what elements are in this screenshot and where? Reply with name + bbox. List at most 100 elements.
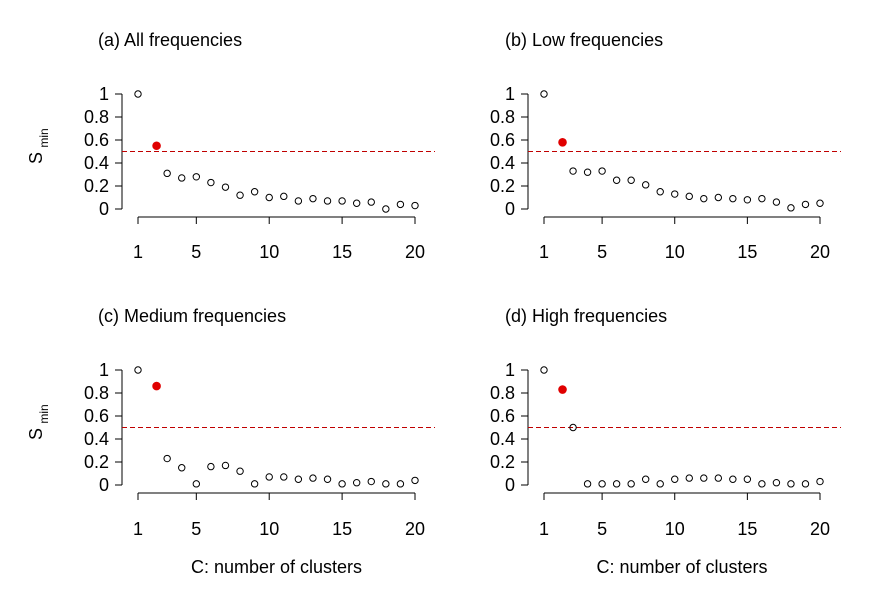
y-tick-label: 0 bbox=[99, 199, 109, 219]
y-axis-label-main: S bbox=[26, 428, 46, 440]
data-point bbox=[280, 192, 288, 201]
data-point bbox=[323, 197, 332, 205]
data-point bbox=[729, 194, 737, 203]
y-tick-label: 0.6 bbox=[84, 130, 109, 150]
data-point bbox=[598, 167, 606, 175]
data-point bbox=[671, 475, 679, 483]
data-point bbox=[280, 473, 288, 481]
data-point bbox=[627, 480, 635, 488]
y-tick-label: 0.4 bbox=[84, 153, 109, 173]
data-point bbox=[743, 196, 752, 204]
data-point bbox=[352, 199, 361, 207]
x-tick-label: 20 bbox=[810, 519, 830, 539]
data-point bbox=[569, 423, 577, 432]
series-points bbox=[540, 366, 824, 488]
x-axis: 1 5 10 15 20 bbox=[539, 216, 830, 262]
y-tick-label: 0.2 bbox=[84, 176, 109, 196]
x-tick-label: 5 bbox=[191, 519, 201, 539]
data-point bbox=[338, 480, 346, 488]
highlight-point bbox=[152, 381, 161, 391]
x-tick-label: 5 bbox=[597, 519, 607, 539]
x-tick-label: 20 bbox=[405, 519, 425, 539]
y-tick-label: 1 bbox=[99, 360, 109, 380]
data-point bbox=[192, 173, 201, 181]
y-axis: 0 0.2 0.4 0.6 0.8 1 bbox=[490, 84, 529, 219]
data-point bbox=[265, 473, 273, 481]
data-point bbox=[163, 454, 171, 463]
data-point bbox=[758, 194, 766, 203]
x-tick-label: 20 bbox=[810, 242, 830, 262]
y-tick-label: 0.8 bbox=[490, 383, 515, 403]
x-tick-label: 15 bbox=[332, 242, 352, 262]
data-point bbox=[641, 181, 650, 189]
data-point bbox=[758, 480, 766, 488]
data-point bbox=[352, 479, 361, 487]
data-point bbox=[221, 183, 230, 191]
data-point bbox=[656, 188, 664, 196]
highlight-point bbox=[558, 138, 567, 147]
data-point bbox=[743, 475, 752, 483]
x-tick-label: 1 bbox=[133, 519, 143, 539]
y-tick-label: 0.4 bbox=[84, 429, 109, 449]
x-tick-label: 5 bbox=[597, 242, 607, 262]
highlight-point bbox=[558, 385, 567, 394]
data-point bbox=[569, 167, 577, 175]
y-tick-label: 0.2 bbox=[84, 452, 109, 472]
data-point bbox=[294, 197, 303, 205]
data-point bbox=[540, 90, 548, 98]
x-tick-label: 15 bbox=[737, 519, 757, 539]
data-point bbox=[396, 200, 405, 209]
data-point bbox=[309, 194, 317, 203]
data-point bbox=[134, 366, 142, 374]
data-point bbox=[700, 194, 708, 203]
series-points bbox=[134, 90, 419, 213]
x-tick-label: 5 bbox=[191, 242, 201, 262]
y-axis-label-sub: min bbox=[37, 128, 51, 147]
data-point bbox=[367, 477, 375, 486]
data-point bbox=[772, 198, 781, 206]
data-point bbox=[612, 176, 621, 184]
data-point bbox=[178, 174, 186, 182]
panel-title: (c) Medium frequencies bbox=[98, 306, 286, 326]
data-point bbox=[700, 474, 708, 482]
x-tick-label: 10 bbox=[665, 242, 685, 262]
data-point bbox=[685, 474, 693, 482]
y-axis: 0 0.2 0.4 0.6 0.8 1 bbox=[84, 84, 123, 219]
x-tick-label: 15 bbox=[737, 242, 757, 262]
x-tick-label: 20 bbox=[405, 242, 425, 262]
data-point bbox=[382, 480, 390, 488]
data-point bbox=[207, 178, 215, 187]
x-tick-label: 10 bbox=[665, 519, 685, 539]
y-tick-label: 0 bbox=[505, 475, 515, 495]
data-point bbox=[236, 191, 244, 199]
y-tick-label: 1 bbox=[505, 84, 515, 104]
y-tick-label: 1 bbox=[505, 360, 515, 380]
y-tick-label: 0.6 bbox=[84, 406, 109, 426]
data-point bbox=[192, 480, 201, 488]
data-point bbox=[816, 477, 824, 486]
y-tick-label: 0.4 bbox=[490, 153, 515, 173]
data-point bbox=[816, 199, 824, 207]
y-tick-label: 0.8 bbox=[490, 107, 515, 127]
data-point bbox=[772, 479, 781, 487]
data-point bbox=[729, 475, 737, 483]
data-point bbox=[163, 169, 171, 178]
data-point bbox=[134, 90, 142, 98]
data-point bbox=[583, 480, 592, 488]
y-tick-label: 0.4 bbox=[490, 429, 515, 449]
series-points bbox=[134, 366, 419, 488]
data-point bbox=[641, 475, 650, 483]
y-axis-label-main: S bbox=[26, 152, 46, 164]
data-point bbox=[294, 475, 303, 483]
data-point bbox=[221, 461, 230, 470]
x-tick-label: 10 bbox=[259, 242, 279, 262]
data-point bbox=[207, 462, 215, 471]
highlight-point bbox=[152, 141, 161, 151]
data-point bbox=[309, 474, 317, 482]
data-point bbox=[323, 475, 332, 483]
data-point bbox=[265, 193, 273, 202]
